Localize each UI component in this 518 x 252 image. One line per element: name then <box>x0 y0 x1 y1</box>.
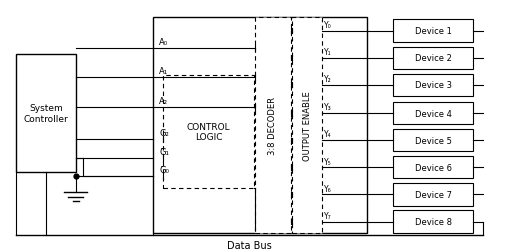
Text: A₀: A₀ <box>160 38 168 47</box>
Text: Device 4: Device 4 <box>415 109 452 118</box>
Text: Device 3: Device 3 <box>415 81 452 90</box>
Text: Y₁: Y₁ <box>324 48 331 57</box>
Text: Device 1: Device 1 <box>415 27 452 36</box>
Bar <box>292 18 322 233</box>
Bar <box>393 74 473 97</box>
Text: A₂: A₂ <box>160 97 168 106</box>
Text: 3:8 DECODER: 3:8 DECODER <box>268 97 278 154</box>
Bar <box>393 156 473 179</box>
Text: CONTROL
LOGIC: CONTROL LOGIC <box>187 122 231 142</box>
Text: Y₆: Y₆ <box>324 184 332 193</box>
Text: System
Controller: System Controller <box>23 104 68 123</box>
Text: G₂: G₂ <box>160 129 169 137</box>
Bar <box>163 76 254 188</box>
Text: OUTPUT ENABLE: OUTPUT ENABLE <box>303 90 311 160</box>
Text: Y₄: Y₄ <box>324 130 331 139</box>
Text: Data Bus: Data Bus <box>227 240 272 250</box>
Text: Device 8: Device 8 <box>415 217 452 226</box>
Bar <box>16 55 76 173</box>
Bar <box>393 47 473 70</box>
Text: Y₂: Y₂ <box>324 75 332 84</box>
Text: A₁: A₁ <box>160 67 168 76</box>
Bar <box>393 211 473 233</box>
Text: Y₃: Y₃ <box>324 103 332 112</box>
Text: Y₀: Y₀ <box>324 21 332 30</box>
Text: Y₅: Y₅ <box>324 157 332 166</box>
Text: Device 7: Device 7 <box>415 190 452 199</box>
Bar <box>153 18 367 233</box>
Text: Device 2: Device 2 <box>415 54 452 63</box>
Text: G̅₀: G̅₀ <box>160 165 169 174</box>
Text: Device 6: Device 6 <box>415 163 452 172</box>
Text: G̅₁: G̅₁ <box>160 147 169 156</box>
Bar <box>393 130 473 152</box>
Bar <box>393 20 473 42</box>
Text: Y₇: Y₇ <box>324 211 331 220</box>
Bar <box>393 184 473 206</box>
Bar <box>393 103 473 125</box>
Text: Device 5: Device 5 <box>415 136 452 145</box>
Bar <box>255 18 291 233</box>
